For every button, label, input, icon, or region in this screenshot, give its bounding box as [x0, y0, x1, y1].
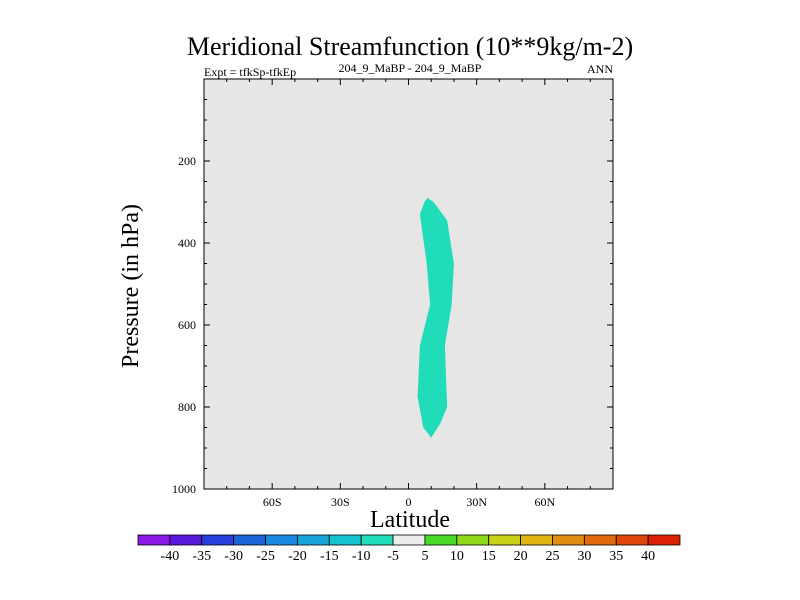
x-tick-label: 60N — [534, 495, 555, 509]
colorbar-box — [392, 534, 426, 546]
colorbar: -40 -35 -30 -25 -20 -15 -10 -5 5 10 15 20 25 30 35 40 — [137, 534, 681, 564]
colorbar-box — [583, 534, 617, 546]
left-subtitle: Expt = tfkSp-tfkEp — [204, 65, 296, 79]
axis-ticks: 60S 30S 0 30N 60N 200 400 600 800 1000 — [172, 79, 613, 509]
colorbar-box — [520, 534, 553, 546]
colorbar-box — [552, 534, 585, 546]
y-tick-label: 400 — [178, 236, 196, 250]
colorbar-box — [233, 534, 266, 546]
colorbar-box — [265, 534, 298, 546]
colorbar-box — [201, 534, 235, 546]
y-tick-label: 200 — [178, 154, 196, 168]
colorbar-box — [488, 534, 521, 546]
colorbar-label: -30 — [224, 549, 243, 564]
colorbar-label: 5 — [421, 549, 428, 564]
colorbar-box — [137, 534, 171, 546]
colorbar-label: 30 — [577, 549, 591, 564]
colorbar-label: 40 — [641, 549, 655, 564]
colorbar-box — [615, 534, 649, 546]
colorbar-box — [360, 534, 394, 546]
y-axis-label: Pressure (in hPa) — [118, 204, 144, 368]
colorbar-label: -25 — [256, 549, 275, 564]
colorbar-box — [647, 534, 681, 546]
colorbar-label: -40 — [161, 549, 180, 564]
colorbar-label: 15 — [482, 549, 496, 564]
colorbar-label: -10 — [352, 549, 371, 564]
x-tick-label: 60S — [263, 495, 282, 509]
right-subtitle: ANN — [587, 62, 613, 76]
y-tick-label: 600 — [178, 318, 196, 332]
colorbar-box — [456, 534, 490, 546]
x-tick-label: 30N — [466, 495, 487, 509]
y-tick-label: 1000 — [172, 482, 196, 496]
y-tick-label: 800 — [178, 400, 196, 414]
colorbar-label: -20 — [288, 549, 307, 564]
x-tick-label: 0 — [406, 495, 412, 509]
center-subtitle: 204_9_MaBP - 204_9_MaBP — [339, 61, 482, 75]
colorbar-label: 35 — [609, 549, 623, 564]
colorbar-box — [328, 534, 362, 546]
colorbar-label: 10 — [450, 549, 464, 564]
colorbar-box — [424, 534, 458, 546]
colorbar-label: -5 — [387, 549, 399, 564]
colorbar-label: 25 — [545, 549, 559, 564]
chart-title: Meridional Streamfunction (10**9kg/m-2) — [187, 32, 633, 61]
x-axis-label: Latitude — [370, 507, 450, 533]
colorbar-box — [169, 534, 203, 546]
colorbar-box — [297, 534, 330, 546]
colorbar-label: -35 — [192, 549, 211, 564]
contour-region — [417, 197, 454, 438]
colorbar-label: -15 — [320, 549, 339, 564]
colorbar-label: 20 — [514, 549, 528, 564]
x-tick-label: 30S — [331, 495, 350, 509]
plot-area — [203, 78, 614, 490]
